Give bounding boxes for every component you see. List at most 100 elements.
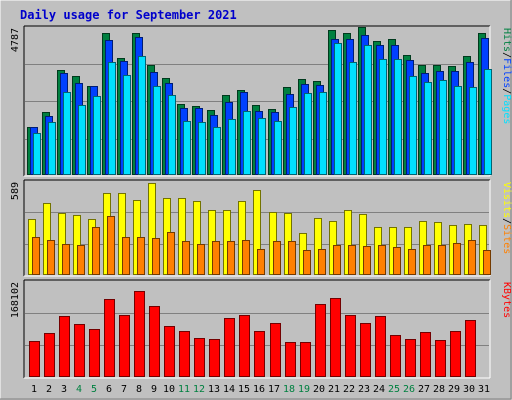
bar-sites-day-18 (288, 241, 296, 275)
bar-kbytes-day-17 (270, 323, 281, 377)
day-label-14: 14 (223, 384, 235, 395)
day-label-27: 27 (418, 384, 430, 395)
bar-sites-day-16 (257, 249, 265, 275)
day-label-22: 22 (343, 384, 355, 395)
legend-item-slash: / (501, 88, 512, 94)
day-label-16: 16 (253, 384, 265, 395)
bar-kbytes-day-28 (435, 340, 446, 377)
bar-sites-day-19 (303, 250, 311, 275)
bar-sites-day-29 (453, 243, 461, 275)
legend-item-sites: Sites (501, 224, 512, 254)
day-label-18: 18 (283, 384, 295, 395)
bar-pages-day-27 (424, 82, 432, 175)
panel-middle-max-label: 589 (10, 182, 21, 200)
day-label-6: 6 (106, 384, 112, 395)
bar-pages-day-26 (409, 76, 417, 175)
day-label-21: 21 (328, 384, 340, 395)
bar-pages-day-5 (93, 96, 101, 175)
bar-kbytes-day-30 (465, 320, 476, 377)
legend-item-files: Files (501, 58, 512, 88)
panel-middle-legend: Visits/Sites (501, 182, 512, 254)
bar-sites-day-15 (242, 240, 250, 275)
bar-kbytes-day-24 (375, 316, 386, 377)
legend-item-slash: / (501, 218, 512, 224)
chart-title: Daily usage for September 2021 (20, 8, 237, 22)
bar-kbytes-day-7 (119, 315, 130, 377)
bar-sites-day-26 (408, 249, 416, 275)
bar-sites-day-28 (438, 245, 446, 275)
day-label-5: 5 (91, 384, 97, 395)
bar-sites-day-12 (197, 244, 205, 275)
bar-pages-day-8 (138, 56, 146, 175)
bar-kbytes-day-9 (149, 306, 160, 377)
bar-kbytes-day-4 (74, 324, 85, 377)
legend-item-visits: Visits (501, 182, 512, 218)
bar-kbytes-day-15 (239, 315, 250, 377)
bar-kbytes-day-19 (300, 342, 311, 377)
day-label-25: 25 (388, 384, 400, 395)
bar-pages-day-6 (108, 62, 116, 175)
bar-pages-day-11 (183, 121, 191, 175)
bar-pages-day-25 (394, 59, 402, 175)
bar-kbytes-day-5 (89, 329, 100, 377)
day-label-1: 1 (31, 384, 37, 395)
bar-kbytes-day-12 (194, 338, 205, 377)
bar-pages-day-13 (213, 127, 221, 175)
bar-sites-day-6 (107, 216, 115, 275)
bar-kbytes-day-6 (104, 299, 115, 377)
bar-sites-day-20 (318, 249, 326, 275)
bar-sites-day-10 (167, 232, 175, 275)
bar-kbytes-day-14 (224, 318, 235, 377)
bar-pages-day-22 (349, 62, 357, 175)
bar-sites-day-25 (393, 247, 401, 275)
bar-pages-day-9 (153, 86, 161, 175)
bar-pages-day-4 (78, 105, 86, 175)
bar-kbytes-day-25 (390, 335, 401, 377)
day-label-4: 4 (76, 384, 82, 395)
bar-sites-day-27 (423, 245, 431, 275)
bar-pages-day-1 (33, 133, 41, 175)
bar-pages-day-7 (123, 75, 131, 175)
day-label-19: 19 (298, 384, 310, 395)
day-label-3: 3 (61, 384, 67, 395)
bar-sites-day-31 (483, 250, 491, 275)
bar-sites-day-23 (363, 246, 371, 275)
bar-pages-day-20 (319, 92, 327, 175)
bar-pages-day-10 (168, 95, 176, 175)
bar-kbytes-day-29 (450, 331, 461, 377)
day-label-12: 12 (193, 384, 205, 395)
bar-sites-day-11 (182, 241, 190, 275)
bar-kbytes-day-2 (44, 333, 55, 377)
day-label-31: 31 (478, 384, 490, 395)
bar-pages-day-30 (469, 87, 477, 175)
bar-sites-day-7 (122, 237, 130, 275)
bars-layer (27, 27, 492, 377)
panel-top-max-label: 4787 (10, 28, 21, 52)
bar-sites-day-22 (348, 245, 356, 275)
bar-pages-day-19 (304, 93, 312, 175)
bar-sites-day-1 (32, 237, 40, 275)
day-label-10: 10 (163, 384, 175, 395)
bar-kbytes-day-11 (179, 331, 190, 377)
bar-sites-day-8 (137, 237, 145, 275)
panel-top-legend: Hits/Files/Pages (501, 28, 512, 124)
bar-pages-day-24 (379, 59, 387, 175)
bar-kbytes-day-18 (285, 342, 296, 377)
bar-kbytes-day-10 (164, 326, 175, 377)
bar-sites-day-4 (77, 245, 85, 275)
bar-sites-day-21 (333, 245, 341, 275)
bar-sites-day-30 (468, 240, 476, 275)
day-label-9: 9 (151, 384, 157, 395)
bar-sites-day-9 (152, 238, 160, 275)
bar-pages-day-12 (198, 122, 206, 175)
bar-kbytes-day-8 (134, 291, 145, 377)
bar-pages-day-31 (484, 69, 492, 175)
bar-kbytes-day-1 (29, 341, 40, 377)
day-label-8: 8 (136, 384, 142, 395)
bar-pages-day-3 (63, 92, 71, 175)
day-label-26: 26 (403, 384, 415, 395)
bar-kbytes-day-27 (420, 332, 431, 377)
